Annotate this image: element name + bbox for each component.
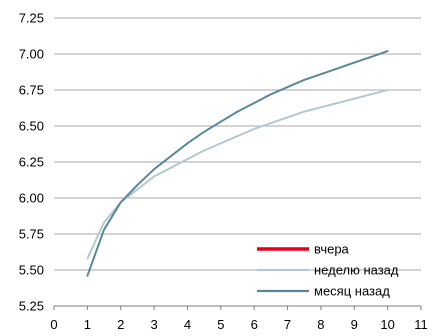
axes [53, 305, 422, 310]
x-tick-label: 3 [150, 317, 157, 332]
x-tick-label: 1 [84, 317, 91, 332]
legend-label: неделю назад [314, 263, 399, 278]
legend-label: месяц назад [314, 284, 390, 299]
y-tick-label: 6.00 [19, 191, 44, 206]
x-tick-label: 9 [351, 317, 358, 332]
series-line-3 [86, 50, 389, 277]
y-tick-label: 6.50 [19, 119, 44, 134]
y-tick-labels: 5.25 5.50 5.75 6.00 6.25 6.50 6.75 7.00 7.25 [19, 11, 44, 314]
legend: вчера неделю назад месяц назад [257, 242, 399, 299]
series-lines [86, 50, 389, 277]
x-tick-label: 5 [217, 317, 224, 332]
y-tick-label: 6.75 [19, 83, 44, 98]
x-tick-label: 2 [117, 317, 124, 332]
series-line-2 [86, 89, 389, 260]
x-tick-labels: 0 1 2 3 4 5 6 7 8 9 10 11 [50, 317, 427, 332]
y-tick-label: 6.25 [19, 155, 44, 170]
x-tick-label: 0 [50, 317, 57, 332]
x-tick-label: 7 [284, 317, 291, 332]
legend-label: вчера [314, 242, 350, 257]
y-tick-label: 5.50 [19, 263, 44, 278]
y-tick-label: 5.25 [19, 299, 44, 314]
x-tick-label: 11 [414, 317, 428, 332]
gridlines [54, 17, 421, 271]
x-tick-label: 4 [184, 317, 191, 332]
y-tick-label: 7.00 [19, 47, 44, 62]
x-tick-label: 8 [317, 317, 324, 332]
y-tick-label: 7.25 [19, 11, 44, 26]
x-tick-label: 6 [251, 317, 258, 332]
y-tick-label: 5.75 [19, 227, 44, 242]
x-tick-label: 10 [380, 317, 394, 332]
